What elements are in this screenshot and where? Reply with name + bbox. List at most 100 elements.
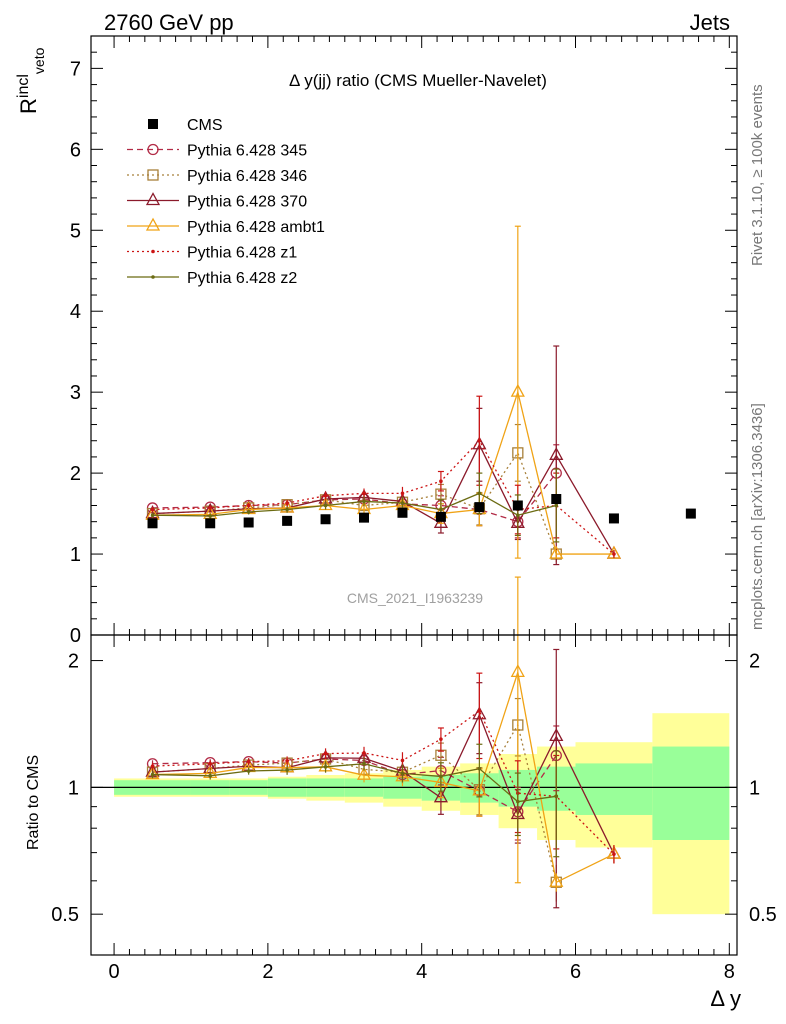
- band-inner-12: [652, 746, 730, 841]
- y-axis-title-main: Rinclveto: [15, 47, 47, 114]
- point-main-4-4: [323, 493, 328, 498]
- ratio-panel: [145, 576, 622, 909]
- point-ratio-5-4: [323, 765, 328, 769]
- y-tick-label-main-1: 1: [70, 544, 81, 566]
- point-main-4-6: [400, 491, 405, 496]
- y-tick-label-main-2: 2: [70, 463, 81, 485]
- series-line-main-2: [152, 443, 615, 555]
- point-ratio-5-9: [516, 799, 520, 804]
- series-line-ratio-1: [152, 723, 557, 883]
- point-ratio-5-1: [208, 774, 213, 778]
- point-main-4-7: [439, 479, 443, 484]
- legend-label-data: CMS: [187, 117, 223, 134]
- point-main-5-10: [554, 503, 559, 508]
- series-line-ratio-4: [152, 709, 615, 855]
- data-point-4: [320, 514, 331, 525]
- point-ratio-5-5: [362, 761, 366, 766]
- y-tick-label-main-0: 0: [70, 625, 81, 647]
- point-main-4-0: [150, 507, 155, 512]
- data-point-12: [685, 508, 696, 519]
- ratio-uncertainty-bands: [91, 713, 737, 915]
- header-left: 2760 GeV pp: [104, 10, 234, 35]
- point-main-5-4: [323, 503, 328, 508]
- point-ratio-5-8: [477, 766, 482, 771]
- point-ratio-4-11: [612, 852, 616, 856]
- series-line-ratio-2: [152, 713, 615, 855]
- legend-marker-0: [147, 143, 159, 156]
- data-point-11: [608, 513, 619, 524]
- point-main-3-9: [510, 383, 525, 397]
- point-main-5-2: [246, 510, 251, 514]
- point-main-4-8: [477, 438, 482, 443]
- y-tick-label-ratio-left-1: 1: [68, 777, 79, 799]
- legend-item-0: Pythia 6.428 345: [127, 143, 307, 160]
- legend-marker-4: [151, 249, 155, 254]
- main-panel: [145, 225, 696, 566]
- y-tick-label-ratio-right-1: 1: [749, 777, 760, 799]
- data-point-3: [282, 515, 293, 526]
- series-line-ratio-3: [152, 672, 615, 884]
- data-point-7: [435, 511, 446, 522]
- band-inner-11: [575, 763, 653, 815]
- point-main-5-6: [400, 501, 405, 505]
- point-ratio-5-2: [246, 769, 251, 773]
- legend-label-3: Pythia 6.428 ambt1: [187, 219, 325, 236]
- point-ratio-4-5: [362, 751, 366, 755]
- x-tick-label-3: 6: [570, 961, 581, 983]
- y-tick-label-main-6: 6: [70, 139, 81, 161]
- data-point-6: [397, 507, 408, 518]
- point-ratio-5-6: [400, 771, 405, 776]
- point-ratio-4-3: [285, 759, 289, 763]
- point-main-4-11: [612, 552, 616, 556]
- y-axis-title-main-sub: veto: [31, 47, 47, 74]
- point-main-2-10: [549, 446, 564, 460]
- y-axis-title-ratio: Ratio to CMS: [25, 755, 42, 850]
- point-ratio-2-10: [549, 728, 564, 742]
- legend-marker-1: [147, 169, 159, 181]
- point-ratio-4-4: [323, 751, 328, 756]
- legend-label-1: Pythia 6.428 346: [187, 168, 307, 185]
- point-main-5-3: [285, 507, 289, 512]
- data-point-5: [359, 512, 370, 523]
- point-ratio-3-0: [145, 766, 160, 780]
- x-tick-label-0: 0: [109, 961, 120, 983]
- y-tick-label-ratio-right-2: 2: [749, 651, 760, 673]
- y-tick-label-main-5: 5: [70, 220, 81, 242]
- point-ratio-5-0: [150, 772, 155, 777]
- x-tick-label-4: 8: [724, 961, 735, 983]
- point-main-3-10: [549, 545, 564, 559]
- point-main-5-1: [208, 514, 213, 518]
- point-ratio-4-2: [246, 759, 251, 764]
- legend-marker-2: [145, 192, 161, 206]
- ratio-frame: [90, 634, 738, 956]
- y-tick-label-ratio-left-0: 0.5: [51, 904, 79, 926]
- point-main-4-3: [285, 501, 289, 505]
- legend-item-data: CMS: [148, 117, 223, 134]
- point-main-5-7: [439, 507, 443, 512]
- legend-item-5: Pythia 6.428 z2: [127, 270, 297, 287]
- point-main-5-0: [150, 513, 155, 517]
- point-main-5-5: [362, 499, 366, 504]
- legend-marker-5: [151, 275, 155, 279]
- data-points: [147, 494, 696, 529]
- point-main-5-8: [477, 491, 482, 496]
- rivet-version-text: Rivet 3.1.10, ≥ 100k events: [749, 84, 766, 266]
- y-axis-title-main-text: R: [16, 98, 41, 114]
- legend-item-4: Pythia 6.428 z1: [127, 245, 297, 262]
- point-main-4-1: [208, 506, 213, 510]
- data-point-8: [474, 502, 485, 513]
- point-ratio-3-5: [356, 766, 372, 780]
- legend-item-3: Pythia 6.428 ambt1: [127, 217, 325, 236]
- x-tick-label-1: 2: [262, 961, 273, 983]
- point-ratio-2-7: [433, 789, 449, 803]
- point-ratio-4-6: [400, 758, 405, 763]
- x-tick-label-2: 4: [416, 961, 427, 983]
- x-axis-title: Δ y: [710, 986, 741, 1011]
- header-right: Jets: [690, 10, 730, 35]
- point-ratio-3-10: [549, 873, 564, 887]
- axes: 0 2 4 6 8 0 1 2 3 4 5 6 7 0.5 0.5 1 1 2 2: [51, 35, 777, 983]
- source-url-text: mcplots.cern.ch [arXiv:1306.3436]: [749, 403, 766, 630]
- legend-label-4: Pythia 6.428 z1: [187, 245, 297, 262]
- legend-item-1: Pythia 6.428 346: [127, 168, 307, 185]
